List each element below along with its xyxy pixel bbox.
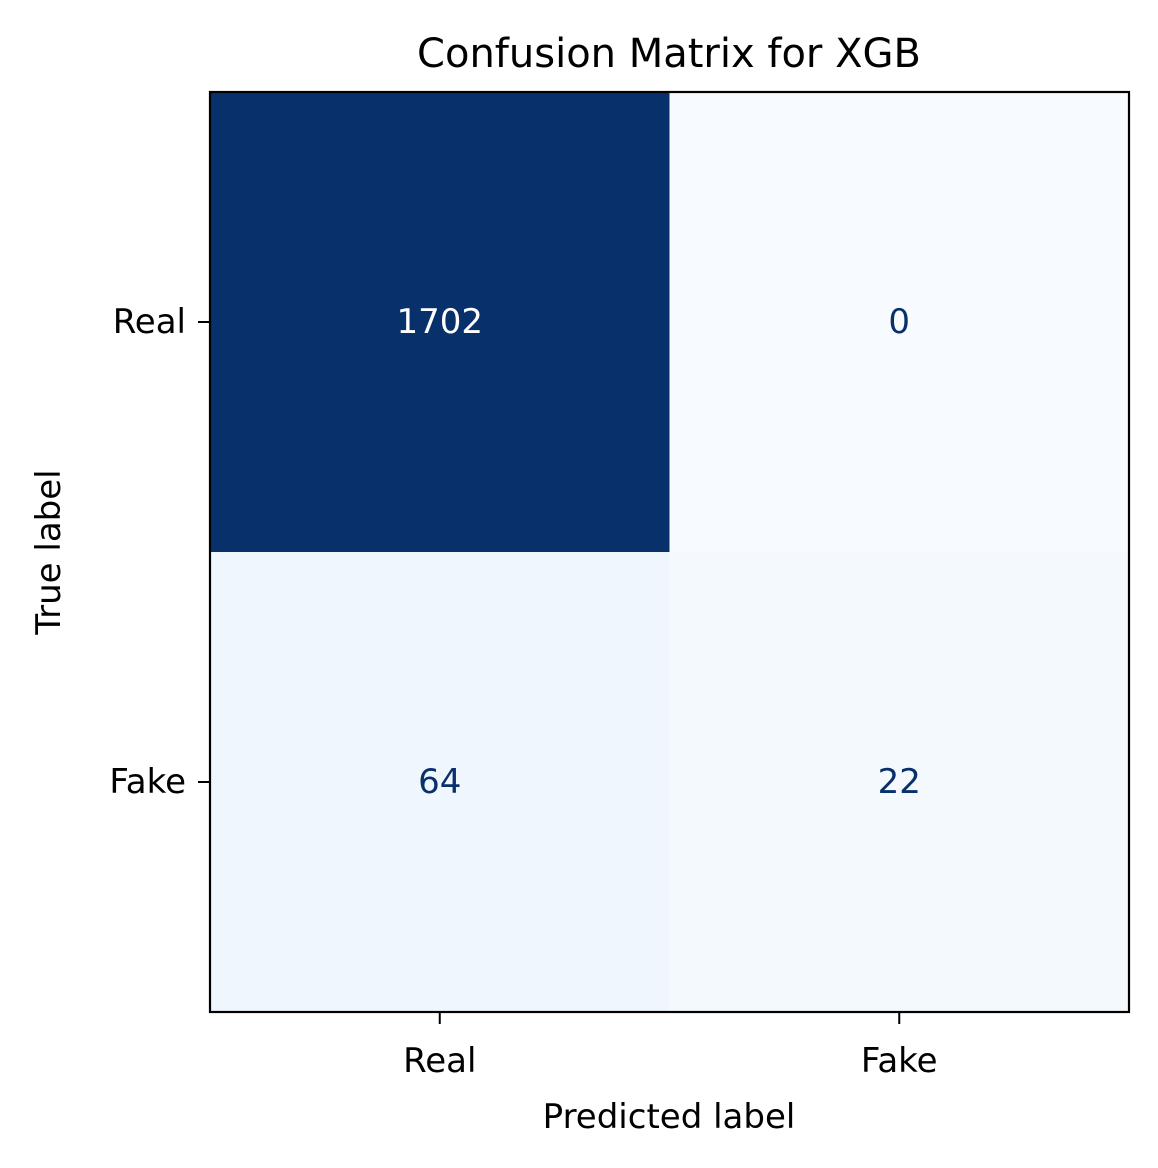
x-axis-ticks: Real Fake: [403, 1012, 938, 1081]
heatmap-cell-labels: 1702 0 64 22: [396, 302, 920, 802]
x-tick-label: Real: [403, 1041, 476, 1081]
heatmap-cell: [210, 92, 670, 553]
y-tick-label: Fake: [109, 762, 186, 802]
y-tick-label: Real: [113, 302, 186, 342]
x-tick-label: Fake: [861, 1041, 938, 1081]
chart-title: Confusion Matrix for XGB: [417, 31, 921, 77]
x-axis-label: Predicted label: [543, 1097, 796, 1137]
y-axis-label: True label: [29, 469, 69, 635]
cell-value-label: 22: [878, 762, 921, 802]
cell-value-label: 64: [418, 762, 461, 802]
y-axis-ticks: Real Fake: [109, 302, 210, 802]
heatmap-cells: [210, 92, 1130, 1013]
heatmap-cell: [210, 552, 670, 1013]
plot-frame: [208, 90, 1131, 1014]
cell-value-label: 0: [888, 302, 910, 342]
heatmap-cell: [669, 552, 1130, 1013]
cell-value-label: 1702: [396, 302, 483, 342]
heatmap-cell: [669, 92, 1130, 553]
